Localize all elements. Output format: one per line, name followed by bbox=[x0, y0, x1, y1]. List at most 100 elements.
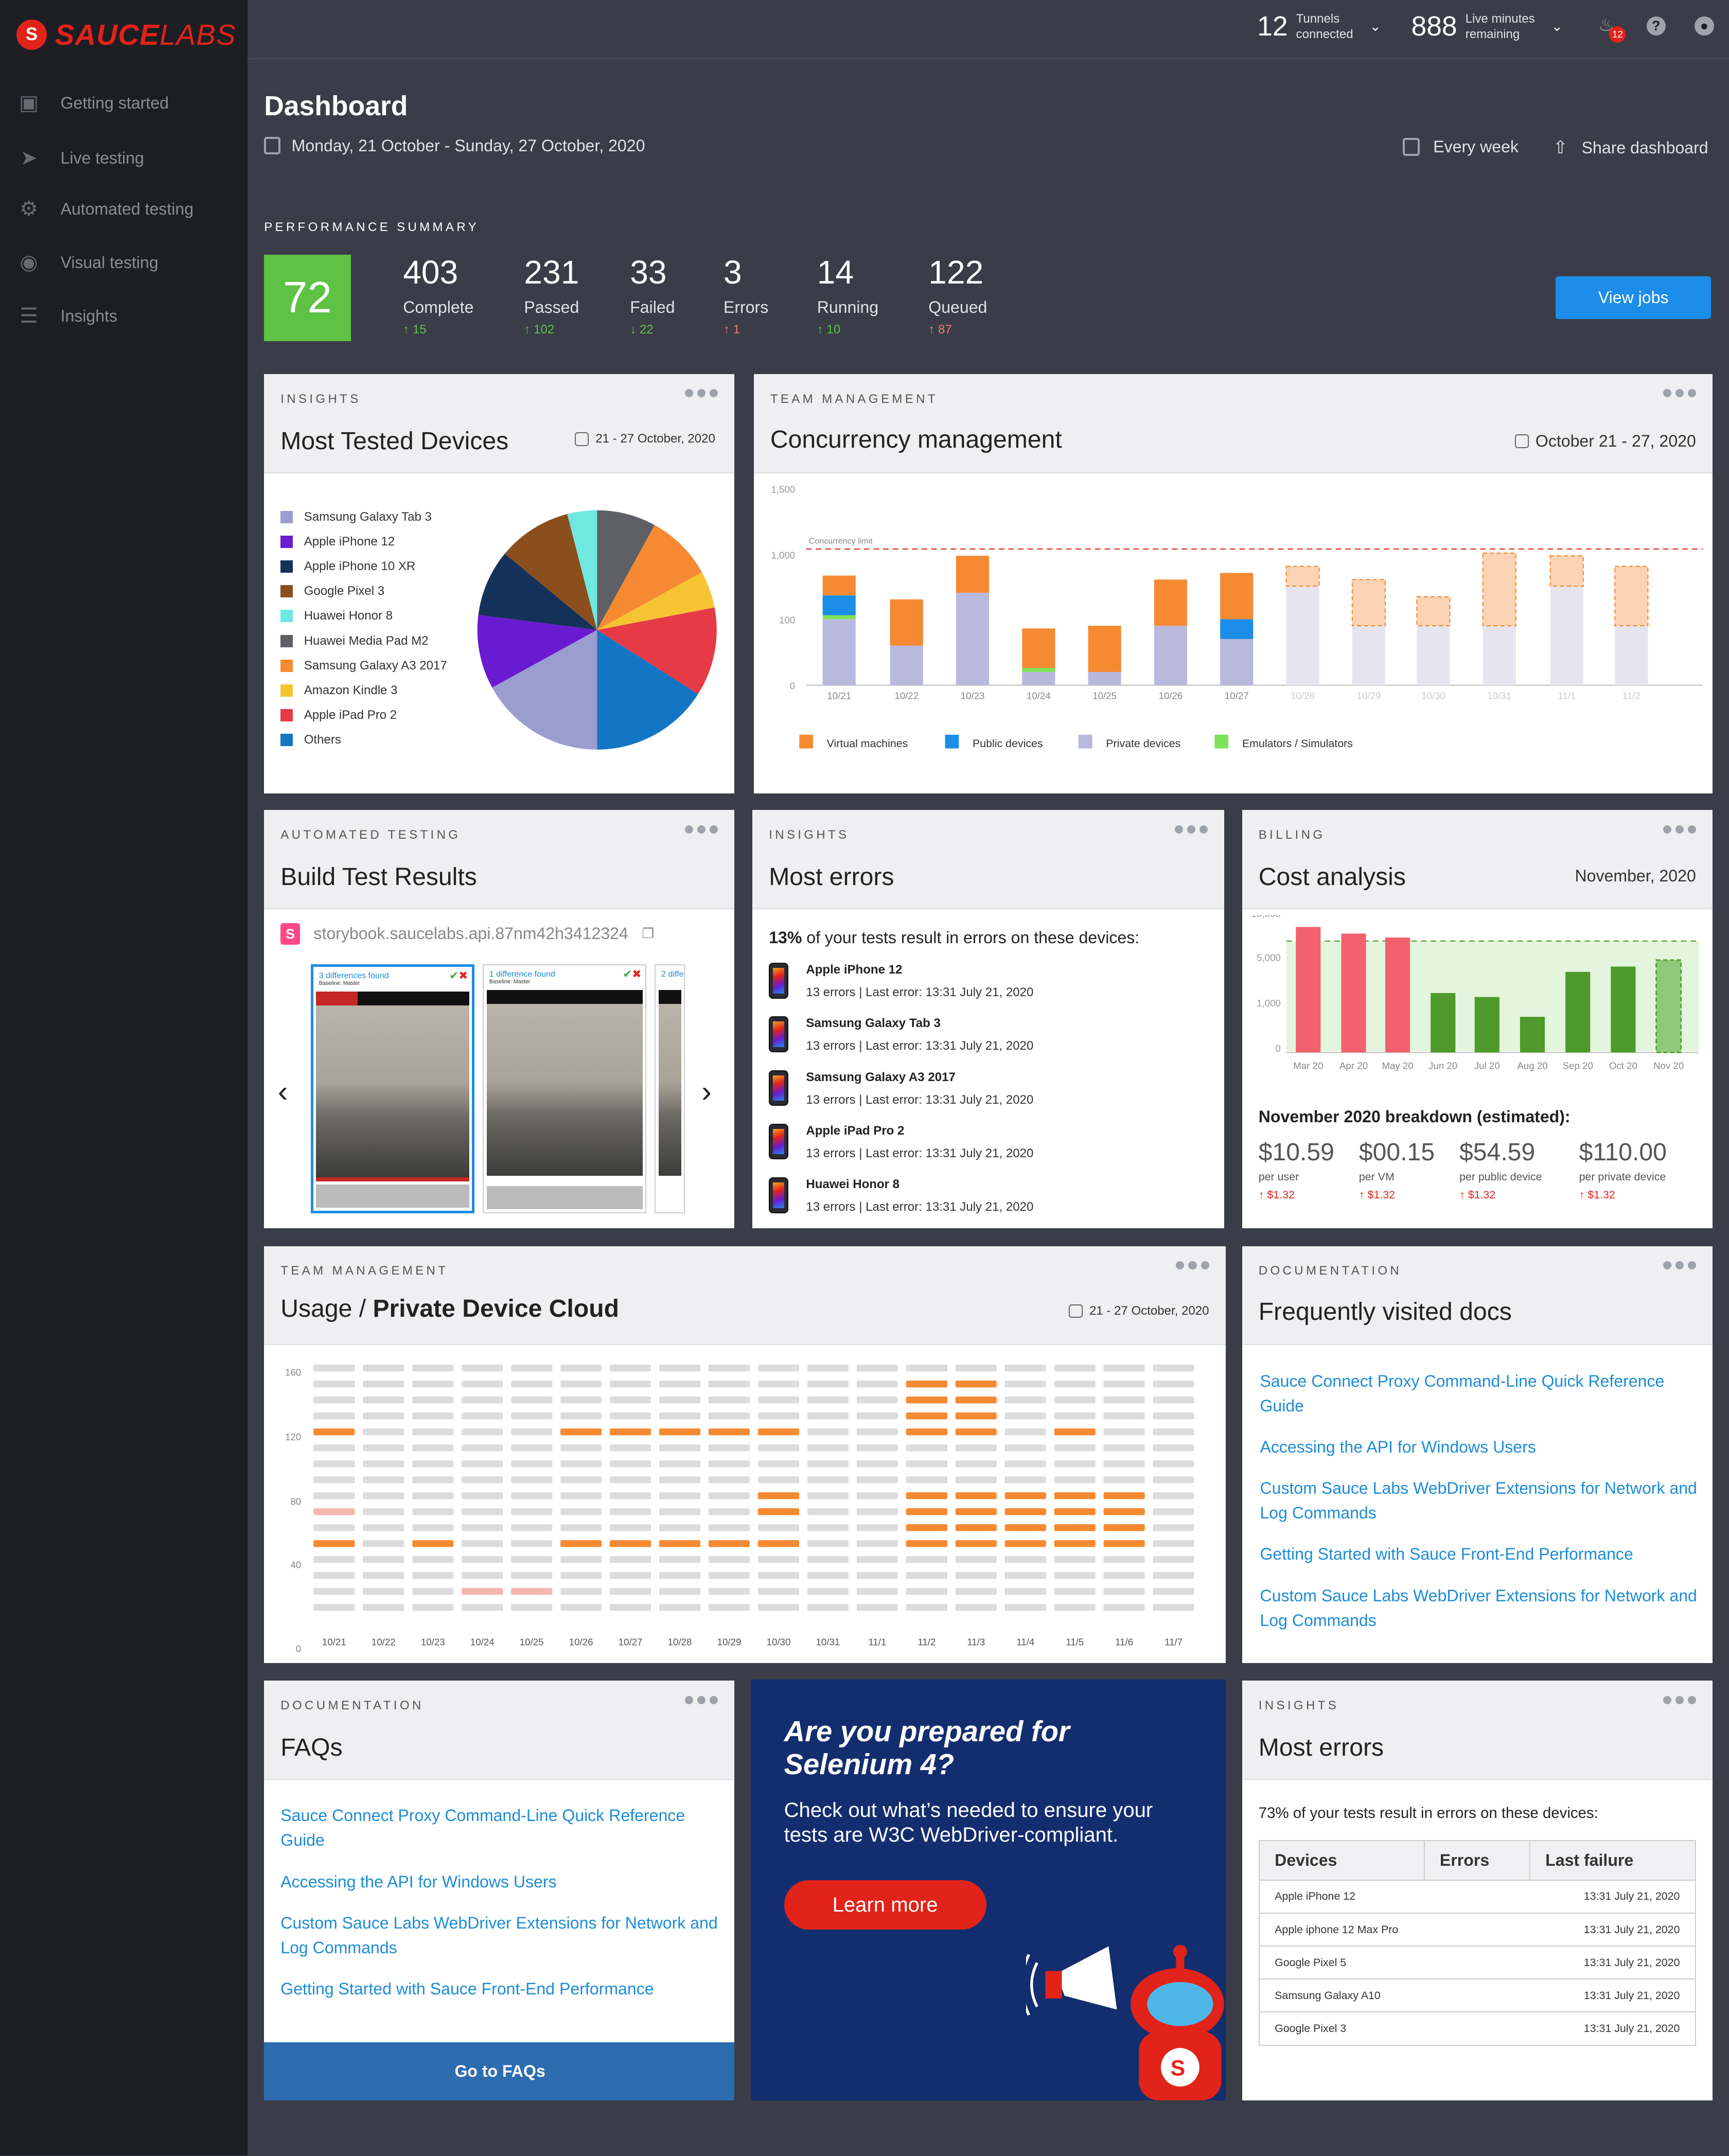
approve-icon[interactable]: ✔✖ bbox=[623, 968, 642, 981]
concurrency-bar-segment[interactable] bbox=[1417, 625, 1450, 685]
concurrency-bar-segment[interactable] bbox=[1549, 555, 1584, 587]
thumbnail-1[interactable]: 3 differences found Baseline: Master ✔✖ bbox=[311, 964, 475, 1213]
table-row[interactable]: Google Pixel 5 13:31 July 21, 2020 bbox=[1258, 1946, 1696, 1980]
concurrency-bar-segment[interactable] bbox=[1286, 586, 1319, 685]
table-row[interactable]: Apple iphone 12 Max Pro 13:31 July 21, 20… bbox=[1258, 1913, 1696, 1947]
concurrency-bar-segment[interactable] bbox=[822, 575, 856, 595]
concurrency-bar-segment[interactable] bbox=[1154, 579, 1187, 626]
chevron-left-icon[interactable]: ‹ bbox=[277, 1074, 288, 1108]
concurrency-bar-segment[interactable] bbox=[822, 618, 856, 685]
card-date[interactable]: 21 - 27 October, 2020 bbox=[1068, 1304, 1209, 1318]
sidebar-item-insights[interactable]: ☰ Insights bbox=[16, 305, 117, 327]
sidebar-item-live-testing[interactable]: ➤ Live testing bbox=[16, 147, 144, 169]
concurrency-bar-segment[interactable] bbox=[1022, 667, 1055, 672]
concurrency-bar-segment[interactable] bbox=[822, 615, 856, 619]
date-range[interactable]: Monday, 21 October - Sunday, 27 October,… bbox=[264, 136, 645, 155]
live-minutes-dropdown[interactable]: 888 Live minutes remaining ⌄ bbox=[1411, 11, 1563, 42]
column-header-errors[interactable]: Errors bbox=[1423, 1840, 1530, 1881]
view-jobs-button[interactable]: View jobs bbox=[1556, 276, 1712, 320]
tunnels-dropdown[interactable]: 12 Tunnels connected ⌄ bbox=[1257, 11, 1381, 42]
list-item[interactable]: Huawei Honor 8 13 errors | Last error: 13… bbox=[769, 1177, 1033, 1214]
concurrency-bar-segment[interactable] bbox=[1220, 618, 1254, 639]
concurrency-bar-segment[interactable] bbox=[1416, 596, 1451, 626]
concurrency-bar-segment[interactable] bbox=[1088, 625, 1121, 672]
concurrency-bar-segment[interactable] bbox=[1022, 628, 1055, 668]
more-options-icon[interactable] bbox=[1663, 825, 1696, 834]
share-dashboard-button[interactable]: ⇧ Share dashboard bbox=[1553, 137, 1708, 158]
card-date[interactable]: October 21 - 27, 2020 bbox=[1514, 432, 1696, 451]
more-options-icon[interactable] bbox=[1174, 825, 1208, 834]
list-item[interactable]: Apple iPhone 12 13 errors | Last error: 1… bbox=[769, 963, 1033, 1000]
sidebar-item-getting-started[interactable]: ▣ Getting started bbox=[16, 92, 169, 114]
pie-slice[interactable] bbox=[478, 553, 597, 630]
cost-bar[interactable] bbox=[1474, 997, 1499, 1052]
concurrency-bar-segment[interactable] bbox=[956, 592, 989, 685]
concurrency-bar-segment[interactable] bbox=[1088, 671, 1121, 685]
cost-bar[interactable] bbox=[1611, 966, 1636, 1052]
chevron-right-icon[interactable]: › bbox=[701, 1074, 712, 1108]
concurrency-bar-segment[interactable] bbox=[1220, 573, 1254, 619]
sidebar-item-visual-testing[interactable]: ◉ Visual testing bbox=[16, 252, 158, 274]
concurrency-bar-segment[interactable] bbox=[890, 599, 923, 646]
list-item[interactable]: Samsung Galaxy Tab 3 13 errors | Last err… bbox=[769, 1016, 1033, 1053]
doc-link[interactable]: Sauce Connect Proxy Command-Line Quick R… bbox=[280, 1806, 685, 1850]
concurrency-bar-segment[interactable] bbox=[1022, 671, 1055, 685]
cost-bar[interactable] bbox=[1565, 971, 1590, 1052]
more-options-icon[interactable] bbox=[1663, 1695, 1696, 1704]
doc-link[interactable]: Custom Sauce Labs WebDriver Extensions f… bbox=[1260, 1479, 1697, 1523]
doc-link[interactable]: Getting Started with Sauce Front-End Per… bbox=[280, 1980, 654, 1999]
more-options-icon[interactable] bbox=[1663, 389, 1696, 398]
concurrency-bar-segment[interactable] bbox=[1615, 625, 1648, 685]
approve-icon[interactable]: ✔✖ bbox=[449, 969, 468, 982]
help-icon[interactable]: ? bbox=[1646, 16, 1666, 36]
go-to-faqs-button[interactable]: Go to FAQs bbox=[264, 2042, 735, 2100]
list-item[interactable]: Samsung Galaxy A3 2017 13 errors | Last e… bbox=[769, 1070, 1033, 1107]
card-date[interactable]: 21 - 27 October, 2020 bbox=[575, 432, 715, 446]
brand-logo[interactable]: S SAUCELABS bbox=[16, 18, 236, 51]
column-header-last-failure[interactable]: Last failure bbox=[1529, 1840, 1696, 1881]
concurrency-bar-segment[interactable] bbox=[1483, 625, 1516, 685]
concurrency-bar-segment[interactable] bbox=[1482, 552, 1516, 626]
concurrency-bar-segment[interactable] bbox=[1285, 565, 1320, 587]
every-week-button[interactable]: Every week bbox=[1403, 137, 1519, 156]
cost-bar[interactable] bbox=[1385, 937, 1410, 1052]
table-row[interactable]: Apple iPhone 12 13:31 July 21, 2020 bbox=[1258, 1880, 1696, 1914]
pie-slice[interactable] bbox=[597, 607, 717, 694]
more-options-icon[interactable] bbox=[685, 1695, 718, 1704]
concurrency-bar-segment[interactable] bbox=[1352, 625, 1385, 685]
more-options-icon[interactable] bbox=[685, 825, 718, 834]
doc-link[interactable]: Custom Sauce Labs WebDriver Extensions f… bbox=[280, 1913, 718, 1957]
cost-bar[interactable] bbox=[1430, 993, 1456, 1052]
cost-bar[interactable] bbox=[1341, 933, 1366, 1052]
pie-slice[interactable] bbox=[597, 525, 702, 630]
concurrency-bar-segment[interactable] bbox=[1351, 578, 1386, 626]
concurrency-bar-segment[interactable] bbox=[956, 555, 989, 593]
pie-slice[interactable] bbox=[492, 630, 597, 750]
concurrency-bar-segment[interactable] bbox=[890, 645, 923, 685]
concurrency-bar-segment[interactable] bbox=[1154, 625, 1187, 685]
concurrency-bar-segment[interactable] bbox=[1614, 565, 1649, 626]
user-icon[interactable]: ● bbox=[1695, 16, 1714, 36]
more-options-icon[interactable] bbox=[1176, 1261, 1209, 1270]
concurrency-bar-segment[interactable] bbox=[1550, 586, 1583, 685]
learn-more-button[interactable]: Learn more bbox=[784, 1880, 986, 1930]
pie-slice[interactable] bbox=[597, 572, 715, 630]
doc-link[interactable]: Sauce Connect Proxy Command-Line Quick R… bbox=[1260, 1371, 1665, 1415]
column-header-devices[interactable]: Devices bbox=[1258, 1840, 1425, 1881]
doc-link[interactable]: Custom Sauce Labs WebDriver Extensions f… bbox=[1260, 1586, 1697, 1630]
more-options-icon[interactable] bbox=[685, 389, 718, 398]
pie-slice[interactable] bbox=[504, 514, 597, 630]
cost-bar[interactable] bbox=[1520, 1016, 1545, 1052]
cost-bar[interactable] bbox=[1295, 927, 1321, 1052]
concurrency-bar-segment[interactable] bbox=[822, 595, 856, 615]
cost-bar[interactable] bbox=[1655, 959, 1682, 1053]
list-item[interactable]: Apple iPad Pro 2 13 errors | Last error: … bbox=[769, 1123, 1033, 1161]
sidebar-item-automated-testing[interactable]: ⚙ Automated testing bbox=[16, 198, 193, 220]
more-options-icon[interactable] bbox=[1663, 1261, 1696, 1270]
pie-slice[interactable] bbox=[597, 630, 698, 750]
pie-slice[interactable] bbox=[597, 510, 655, 630]
table-row[interactable]: Samsung Galaxy A10 13:31 July 21, 2020 bbox=[1258, 1979, 1696, 2013]
doc-link[interactable]: Getting Started with Sauce Front-End Per… bbox=[1260, 1545, 1633, 1564]
table-row[interactable]: Google Pixel 3 13:31 July 21, 2020 bbox=[1258, 2012, 1696, 2046]
doc-link[interactable]: Accessing the API for Windows Users bbox=[1260, 1437, 1536, 1456]
